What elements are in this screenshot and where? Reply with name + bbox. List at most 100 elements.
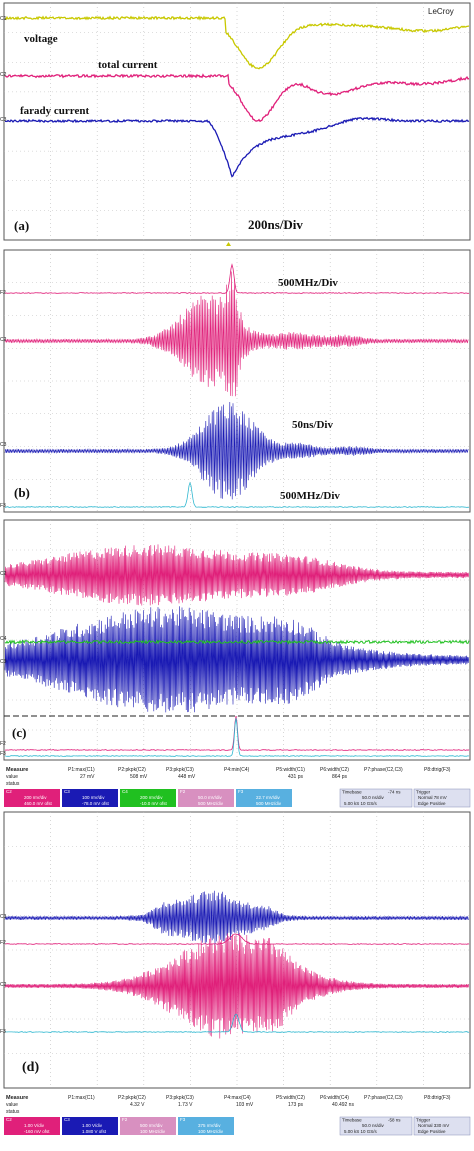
- channel-scale: 100 mV/div: [82, 795, 105, 800]
- timebase-delay: -74 ns: [388, 790, 401, 795]
- measure-header: P7:phase(C2,C3): [364, 767, 403, 773]
- marker-c1: C1: [0, 16, 7, 22]
- panel-c: (c) C2 C4 C3 F2 F3: [0, 519, 471, 761]
- annotation-50ns: 50ns/Div: [292, 419, 333, 431]
- marker-f2-c: F2: [0, 741, 6, 747]
- annotation-total-current: total current: [98, 59, 158, 71]
- measure-header: P2:pkpk(C2): [118, 767, 146, 773]
- marker-f3-b: F3: [0, 503, 6, 509]
- trigger-marker-a: [226, 242, 231, 246]
- channel-id: C4: [122, 789, 128, 794]
- channel-id: F2: [122, 1117, 128, 1122]
- f3-spectrum-trace-d: [4, 1013, 470, 1033]
- channel-header-C2: [4, 789, 60, 794]
- total-current-trace: [4, 73, 470, 123]
- channel-header-C3: [62, 1117, 118, 1122]
- trigger-box: [413, 1116, 471, 1136]
- measure-header: P8:dtrig(F3): [424, 1095, 451, 1101]
- annotation-500mhz-top: 500MHz/Div: [278, 277, 338, 289]
- channel-box-F2: [178, 794, 234, 807]
- measure-header: P3:pkpk(C3): [166, 1095, 194, 1101]
- timebase-row: 5.00 kS 10 GS/s: [344, 1129, 378, 1134]
- channel-box-F3: [236, 794, 292, 807]
- annotation-voltage: voltage: [24, 33, 58, 45]
- channel-scale: 200 mV/div: [140, 795, 163, 800]
- timebase-row: 50.0 ns/div: [362, 795, 385, 800]
- channel-header-F3: [236, 789, 292, 794]
- c3-burst-trace-c: [4, 606, 470, 713]
- channel-header-C3: [62, 789, 118, 794]
- panel-d-label: (d): [22, 1060, 39, 1075]
- measure-header: Measure: [6, 1095, 28, 1101]
- channel-box-C3: [62, 794, 118, 807]
- measure-header: P4:max(C4): [224, 1095, 251, 1101]
- trigger-label: Trigger: [416, 1118, 431, 1123]
- channel-box-C4: [120, 794, 176, 807]
- channel-id: C3: [64, 1117, 70, 1122]
- annotation-farady-current: farady current: [20, 105, 89, 117]
- timebase-row: 50.0 ns/div: [362, 1123, 385, 1128]
- measure-header: P6:width(C4): [320, 1095, 349, 1101]
- timebase-row: 5.00 kS 10 GS/s: [344, 801, 378, 806]
- channel-scale: 22.7 mV/div: [256, 795, 281, 800]
- channel-id: C3: [64, 789, 70, 794]
- panel-d: (d) C3 F2 C2 F3: [0, 811, 471, 1089]
- channel-id: F3: [238, 789, 244, 794]
- measure-header: P4:min(C4): [224, 767, 250, 773]
- channel-offset: 100 MHz/div: [140, 1129, 166, 1134]
- annotation-timebase-a: 200ns/Div: [248, 217, 303, 232]
- measure-value: 864 ps: [332, 774, 348, 780]
- marker-c2-d: C2: [0, 982, 7, 988]
- measure-value-label: value: [6, 774, 18, 780]
- c2-burst-trace-d: [4, 932, 470, 1039]
- channel-scale: 1.00 V/div: [82, 1123, 103, 1128]
- measure-value-label: value: [6, 1102, 18, 1108]
- marker-f2-b: F2: [0, 290, 6, 296]
- channel-scale: 50.0 mV/div: [198, 795, 223, 800]
- brand-label: LeCroy: [428, 7, 454, 16]
- channel-offset: 500 MHz/div: [256, 801, 282, 806]
- farady-current-trace: [4, 116, 470, 178]
- f3-spectrum-trace-c: [4, 718, 470, 757]
- channel-offset: 1.080 V ofst: [82, 1129, 107, 1134]
- panel-a: LeCroy voltage total current farady curr…: [0, 2, 471, 246]
- measure-header: P1:max(C1): [68, 1095, 95, 1101]
- timebase-label: Timebase: [342, 790, 362, 795]
- channel-box-C3: [62, 1122, 118, 1135]
- marker-c3: C3: [0, 117, 7, 123]
- timebase-box: [339, 1116, 413, 1136]
- measure-value: 27 mV: [80, 774, 95, 780]
- measure-value: 103 mV: [236, 1102, 254, 1108]
- panel-b: 500MHz/Div 50ns/Div 500MHz/Div (b) F2 C2…: [0, 249, 471, 513]
- panel-c-label: (c): [12, 725, 26, 740]
- c3-burst-trace: [4, 401, 469, 500]
- voltage-trace: [4, 15, 470, 70]
- marker-f3-c: F3: [0, 751, 6, 757]
- marker-c2-b: C2: [0, 337, 7, 343]
- marker-c3-d: C3: [0, 914, 7, 920]
- marker-f2-d: F2: [0, 940, 6, 946]
- marker-c2: C2: [0, 72, 7, 78]
- channel-box-C2: [4, 794, 60, 807]
- channel-offset: 100 MHz/div: [198, 1129, 224, 1134]
- trigger-box: [413, 788, 471, 808]
- channel-scale: 500 mV/div: [140, 1123, 163, 1128]
- measure-header: P3:pkpk(C3): [166, 767, 194, 773]
- trigger-row: Normal 330 mV: [418, 1123, 449, 1128]
- panel-a-label: (a): [14, 218, 29, 233]
- timebase-label: Timebase: [342, 1118, 362, 1123]
- measure-header: P1:max(C1): [68, 767, 95, 773]
- channel-scale: 200 mV/div: [24, 795, 47, 800]
- measure-status-label: status: [6, 1109, 20, 1115]
- measure-table-c: Measure P1:max(C1) P2:pkpk(C2) P3:pkpk(C3) P…: [4, 767, 471, 808]
- marker-f3-d: F3: [0, 1029, 6, 1035]
- channel-id: C2: [6, 1117, 12, 1122]
- marker-c3-c: C3: [0, 659, 7, 665]
- measure-status-label: status: [6, 781, 20, 787]
- channel-header-F3: [178, 1117, 234, 1122]
- channel-id: F2: [180, 789, 186, 794]
- channel-box-C2: [4, 1122, 60, 1135]
- measure-header: P5:width(C1): [276, 767, 305, 773]
- trigger-row: Normal 78 mV: [418, 795, 447, 800]
